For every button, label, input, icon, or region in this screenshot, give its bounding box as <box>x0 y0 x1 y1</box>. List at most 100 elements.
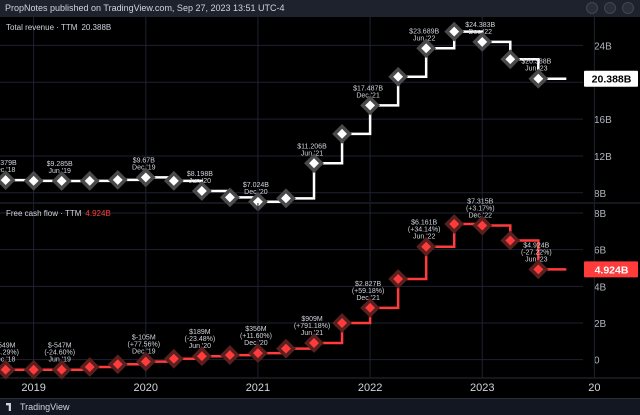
panel-title-text: Free cash flow · TTM <box>6 209 82 218</box>
data-point[interactable] <box>533 264 544 275</box>
data-label: Dec '21 <box>356 295 380 302</box>
y-tick-label: 8B <box>594 189 607 200</box>
data-point[interactable] <box>224 192 235 203</box>
bottom-bar: TradingView <box>0 398 640 415</box>
y-tick-label: 4B <box>594 282 607 293</box>
data-label: Dec '21 <box>356 92 380 99</box>
x-tick-label: 2021 <box>246 382 270 394</box>
panel-title: Total revenue · TTM 20.388B <box>6 23 111 32</box>
y-tick-label: 0 <box>594 356 600 367</box>
data-label: $4.924B <box>523 242 549 249</box>
data-label: $7.315B <box>467 199 493 206</box>
data-label: $7.024B <box>243 182 269 189</box>
y-tick-label: 24B <box>594 41 612 52</box>
data-point[interactable] <box>281 193 291 204</box>
data-point[interactable] <box>309 158 319 169</box>
data-point[interactable] <box>365 302 376 313</box>
data-label: Jun '19 <box>49 168 71 175</box>
panel-title-text: Total revenue · TTM <box>6 23 78 32</box>
brand-label: TradingView <box>20 402 70 412</box>
data-label: Jun '21 <box>301 330 323 337</box>
data-point[interactable] <box>449 219 460 229</box>
tradingview-brand[interactable]: TradingView <box>6 402 70 412</box>
publish-info: PropNotes published on TradingView.com, … <box>5 3 285 13</box>
data-point[interactable] <box>533 73 544 84</box>
data-point[interactable] <box>84 175 95 186</box>
data-label: Jun '20 <box>189 178 211 185</box>
data-label: $189M <box>189 329 211 336</box>
data-label: Jun '22 <box>413 35 435 42</box>
data-label: $356M <box>245 326 267 333</box>
data-point[interactable] <box>337 128 348 139</box>
data-label: (+34.14%) <box>408 227 441 234</box>
data-label: Jun '22 <box>413 234 435 241</box>
x-tick-label: 20 <box>588 382 600 394</box>
data-point[interactable] <box>393 274 404 284</box>
data-label: $909M <box>301 316 323 323</box>
data-label: (-24.60%) <box>44 350 75 357</box>
data-point[interactable] <box>421 241 432 252</box>
x-tick-label: 2020 <box>134 382 158 394</box>
data-point[interactable] <box>252 348 263 359</box>
menu-icon[interactable] <box>622 2 634 14</box>
data-label: Jun '21 <box>301 150 323 157</box>
data-label: Dec '19 <box>132 164 156 171</box>
data-label: $-105M <box>132 335 156 342</box>
data-label: (-27.22%) <box>521 249 552 256</box>
last-value-tag <box>584 70 638 87</box>
data-point[interactable] <box>196 186 207 196</box>
x-tick-label: 2023 <box>470 382 494 394</box>
data-label: Dec '18 <box>0 167 15 174</box>
data-label: (+59.18%) <box>352 288 385 295</box>
data-label: (+77.56%) <box>128 342 161 349</box>
data-point[interactable] <box>309 338 319 348</box>
data-point[interactable] <box>56 176 67 186</box>
data-point[interactable] <box>224 350 235 361</box>
data-label: Dec '18 <box>0 357 15 364</box>
data-label: (+791.18%) <box>294 323 330 330</box>
y-tick-label: 16B <box>594 115 612 126</box>
last-value-label: 20.388B <box>592 74 632 86</box>
data-label: Dec '20 <box>244 340 268 347</box>
data-point[interactable] <box>505 235 516 246</box>
y-tick-label: 12B <box>594 152 612 163</box>
top-bar: PropNotes published on TradingView.com, … <box>0 0 640 17</box>
camera-icon[interactable] <box>586 2 598 14</box>
data-label: (+11.60%) <box>240 333 272 340</box>
data-label: $6.161B <box>411 220 437 227</box>
panel-title-value: 4.924B <box>85 209 110 218</box>
data-point[interactable] <box>477 220 488 231</box>
data-label: $9.285B <box>47 161 73 168</box>
data-label: Dec '19 <box>132 349 156 356</box>
data-label: (+3.17%) <box>466 206 495 213</box>
last-value-tag <box>584 261 638 278</box>
data-point[interactable] <box>252 196 263 207</box>
data-point[interactable] <box>140 172 151 183</box>
data-label: (-74.29%) <box>0 350 19 357</box>
data-label: $17.487B <box>353 85 383 92</box>
y-tick-label: 2B <box>594 319 607 330</box>
data-point[interactable] <box>168 175 179 186</box>
data-label: Jun '20 <box>189 343 211 350</box>
data-point[interactable] <box>168 353 179 364</box>
data-label: $20.388B <box>521 59 551 66</box>
data-label: $2.827B <box>355 281 381 288</box>
data-label: $-549M <box>0 343 16 350</box>
data-point[interactable] <box>337 318 348 328</box>
data-point[interactable] <box>281 343 291 354</box>
share-icon[interactable] <box>604 2 616 14</box>
y-tick-label: 8B <box>594 209 607 220</box>
data-label: Dec '22 <box>468 213 492 220</box>
data-point[interactable] <box>112 174 123 185</box>
data-point[interactable] <box>196 351 207 362</box>
data-label: $24.383B <box>465 22 495 29</box>
data-label: Dec '22 <box>468 29 492 36</box>
last-value-label: 4.924B <box>595 264 629 276</box>
data-point[interactable] <box>0 175 11 186</box>
top-bar-icons <box>586 2 634 14</box>
data-label: $8.198B <box>187 171 213 178</box>
data-point[interactable] <box>28 175 39 186</box>
data-label: $-547M <box>48 343 72 350</box>
data-point[interactable] <box>140 356 151 367</box>
